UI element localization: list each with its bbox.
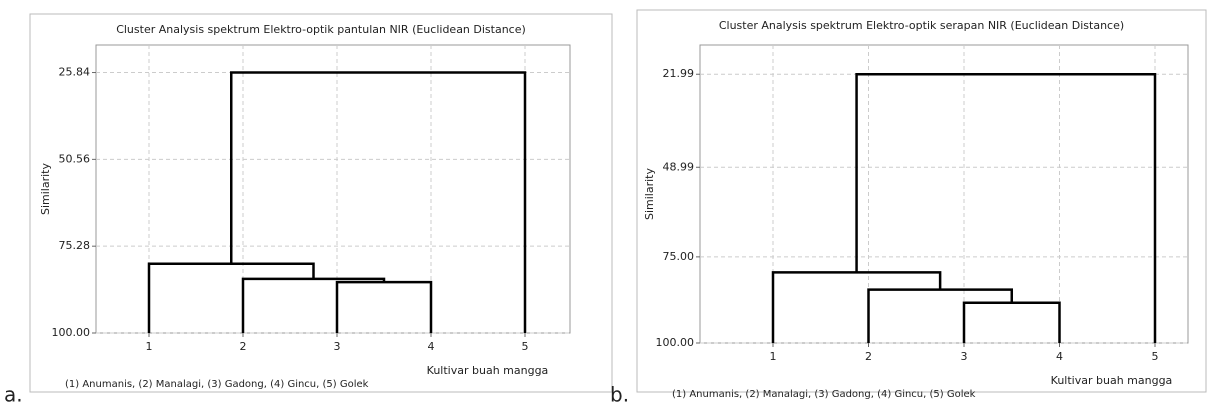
x-axis-label: Kultivar buah mangga xyxy=(427,364,549,377)
x-tick-label: 1 xyxy=(146,340,153,353)
x-axis-label: Kultivar buah mangga xyxy=(1051,374,1173,387)
plot-area xyxy=(95,44,571,334)
panel-border xyxy=(636,9,1207,393)
dendrogram-link xyxy=(147,262,315,333)
chart-title: Cluster Analysis spektrum Elektro-optik … xyxy=(719,19,1124,32)
y-axis-label: Similarity xyxy=(643,168,656,220)
x-tick-label: 3 xyxy=(334,340,341,353)
plot-area xyxy=(699,44,1189,344)
dendrogram-link xyxy=(230,71,527,333)
x-tick-label: 5 xyxy=(1152,350,1159,363)
caption: (1) Anumanis, (2) Manalagi, (3) Gadong, … xyxy=(65,379,369,390)
dendrogram-link xyxy=(867,288,1013,343)
y-tick-label: 100.00 xyxy=(52,326,91,339)
x-tick-label: 1 xyxy=(770,350,777,363)
y-tick-label: 48.99 xyxy=(663,160,695,173)
panel-label: a. xyxy=(4,383,23,403)
dendrogram-link xyxy=(335,280,433,333)
chart-title: Cluster Analysis spektrum Elektro-optik … xyxy=(116,23,526,36)
y-axis-label: Similarity xyxy=(39,163,52,215)
caption: (1) Anumanis, (2) Manalagi, (3) Gadong, … xyxy=(672,389,976,400)
y-tick-label: 25.84 xyxy=(59,66,91,79)
x-tick-label: 3 xyxy=(961,350,968,363)
dendrogram-link xyxy=(855,72,1157,343)
y-tick-label: 100.00 xyxy=(656,336,695,349)
panel-border xyxy=(29,13,613,393)
panel-label: b. xyxy=(610,383,629,403)
dendrogram-link xyxy=(241,277,386,333)
y-tick-label: 21.99 xyxy=(663,67,695,80)
dendrogram-link xyxy=(962,301,1061,343)
x-tick-label: 2 xyxy=(240,340,247,353)
x-tick-label: 4 xyxy=(1056,350,1063,363)
x-tick-label: 5 xyxy=(522,340,529,353)
dendrogram-link xyxy=(771,271,942,343)
y-tick-label: 75.00 xyxy=(663,250,695,263)
y-tick-label: 75.28 xyxy=(59,239,91,252)
x-tick-label: 4 xyxy=(428,340,435,353)
x-tick-label: 2 xyxy=(865,350,872,363)
y-tick-label: 50.56 xyxy=(59,152,91,165)
